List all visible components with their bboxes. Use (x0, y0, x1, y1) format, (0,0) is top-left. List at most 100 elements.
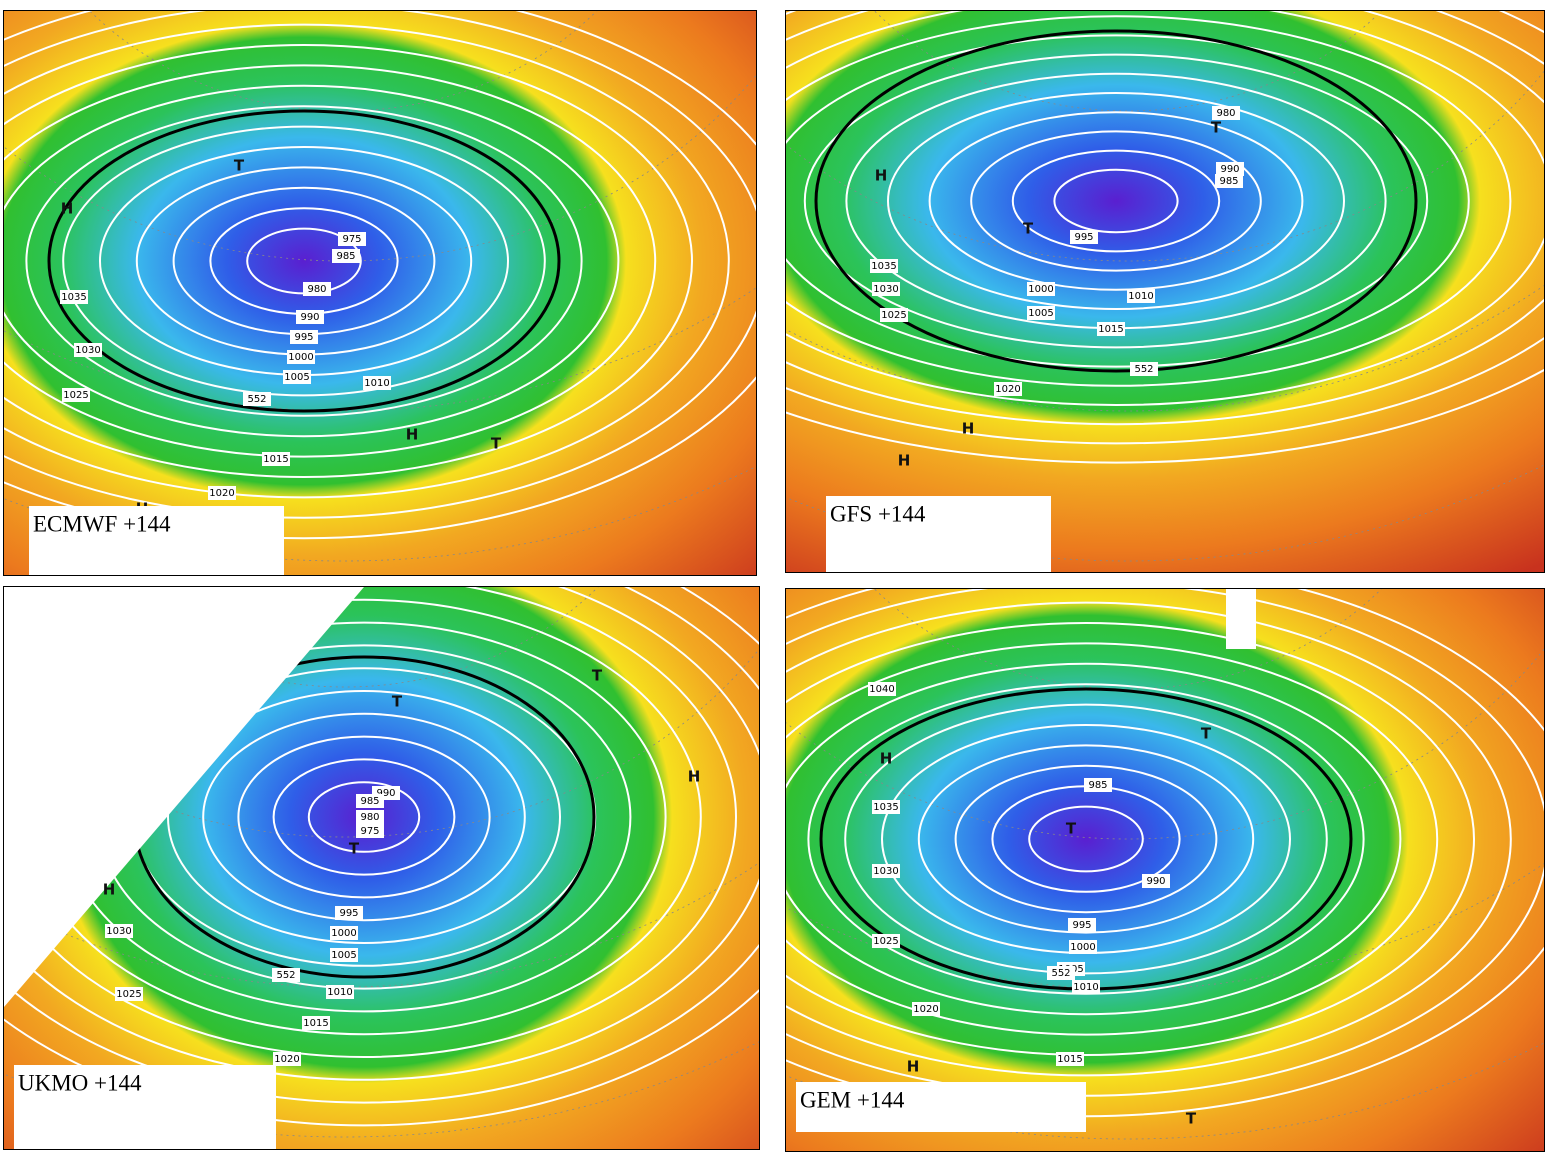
isobar-label-box (1027, 306, 1055, 320)
contour-552 (814, 29, 1418, 373)
isobar (786, 642, 1439, 1036)
isobar (4, 44, 693, 478)
isobar-label-box (868, 682, 896, 696)
isobar-label-box (1216, 162, 1244, 176)
isobar (307, 781, 421, 853)
no-data-area (1226, 589, 1256, 649)
pressure-center: H (688, 768, 701, 786)
isobar-label: 995 (1074, 232, 1093, 243)
isobar-label-box (1027, 282, 1055, 296)
isobar-labels: 1010 1015 1020 1025 1030 1035 1005 1000 995 990 98… (60, 232, 391, 500)
isobar-labels: 1035103010251020101510101005100099599098… (870, 106, 1244, 396)
pressure-center: H (103, 881, 116, 899)
isobar-label: 995 (339, 908, 358, 919)
isobar-label: 1020 (209, 488, 234, 499)
isobar (786, 601, 1512, 1077)
isobar-label: 1025 (63, 390, 88, 401)
isobar-label-box (872, 800, 900, 814)
isobar-label: 552 (1134, 364, 1153, 375)
model-label: UKMO +144 (18, 1070, 142, 1095)
isobar-label: 1030 (873, 866, 898, 877)
isobar-label-box (62, 388, 90, 402)
isobar-label: 985 (1219, 176, 1238, 187)
weather-map: 1035103010251020101510101005100099599098… (785, 10, 1545, 573)
contour-552 (47, 109, 561, 413)
isobar-label: 1005 (284, 372, 309, 383)
isobar-label: 1035 (61, 292, 86, 303)
isobar-label-box (273, 1052, 301, 1066)
isobar-label: 990 (300, 312, 319, 323)
pressure-center: T (1186, 1110, 1197, 1128)
weather-map: 1040103510301025102010151010100510009959… (785, 588, 1545, 1152)
isobar-label-box (356, 824, 384, 838)
isobar-label-box (335, 906, 363, 920)
isobar-label-box (1127, 289, 1155, 303)
isobar-label-box (1212, 106, 1240, 120)
isobar (1053, 168, 1179, 234)
pressure-center: T (491, 435, 502, 453)
isobar-label: 1010 (1128, 291, 1153, 302)
isobar-label: 1025 (116, 989, 141, 1000)
isobar-label-box (1215, 174, 1243, 188)
model-label: GEM +144 (800, 1087, 905, 1112)
isobar (4, 587, 759, 1081)
isobar-label: 985 (1088, 780, 1107, 791)
isobar-label: 1030 (873, 284, 898, 295)
isobar-label: 975 (360, 826, 379, 837)
isobar (917, 744, 1255, 934)
isobar-label: 1000 (331, 928, 356, 939)
isobar (237, 735, 491, 899)
isobar-label: 1010 (364, 378, 389, 389)
isobar-label: 1010 (327, 987, 352, 998)
isobar-label-box (303, 282, 331, 296)
isobar-label-box (880, 308, 908, 322)
isobar-label: 1020 (995, 384, 1020, 395)
isobar-label: 1040 (869, 684, 894, 695)
isobar-label: 1010 (1073, 982, 1098, 993)
isobar-label-box (60, 290, 88, 304)
isobar (202, 712, 526, 922)
isobar (4, 64, 657, 458)
isobar (786, 11, 1544, 445)
isobar (167, 690, 561, 944)
isobar-label-box (1056, 1052, 1084, 1066)
isobar-label: 1030 (106, 926, 131, 937)
pressure-center: H (875, 167, 888, 185)
isobar-label: 1015 (1098, 324, 1123, 335)
isobar-label-box (115, 987, 143, 1001)
isobar-label-box (872, 864, 900, 878)
isobar-label: 1020 (274, 1054, 299, 1065)
isobar-label-box (1047, 966, 1075, 980)
isobar (887, 92, 1345, 310)
isobar-label: 1025 (873, 936, 898, 947)
pressure-center: H (962, 420, 975, 438)
pressure-center: H (898, 452, 911, 470)
isobar-label-box (363, 376, 391, 390)
isobar-label: 995 (1072, 920, 1091, 931)
isobar (4, 587, 759, 1127)
pressure-center: H (61, 200, 74, 218)
isobar-label: 1005 (1028, 308, 1053, 319)
isobar-label: 1035 (871, 261, 896, 272)
isobar (928, 111, 1304, 291)
pressure-center: T (1023, 220, 1034, 238)
no-data-area (4, 587, 364, 1007)
isobar-label: 552 (1051, 968, 1070, 979)
isobar (786, 622, 1475, 1056)
isobar-label-box (1072, 980, 1100, 994)
isobar-label: 990 (1220, 164, 1239, 175)
pressure-center: H (907, 1058, 920, 1076)
isobar-label: 1000 (288, 352, 313, 363)
isobar (1028, 805, 1144, 873)
isobar (954, 764, 1218, 914)
isobar-label-box (302, 1016, 330, 1030)
isobar (786, 34, 1470, 368)
isobar (786, 11, 1544, 406)
isobar-label: 980 (360, 812, 379, 823)
isobar-label-box (1097, 322, 1125, 336)
isobar (844, 703, 1328, 975)
isobar (4, 23, 730, 499)
isobar-label: 995 (294, 332, 313, 343)
